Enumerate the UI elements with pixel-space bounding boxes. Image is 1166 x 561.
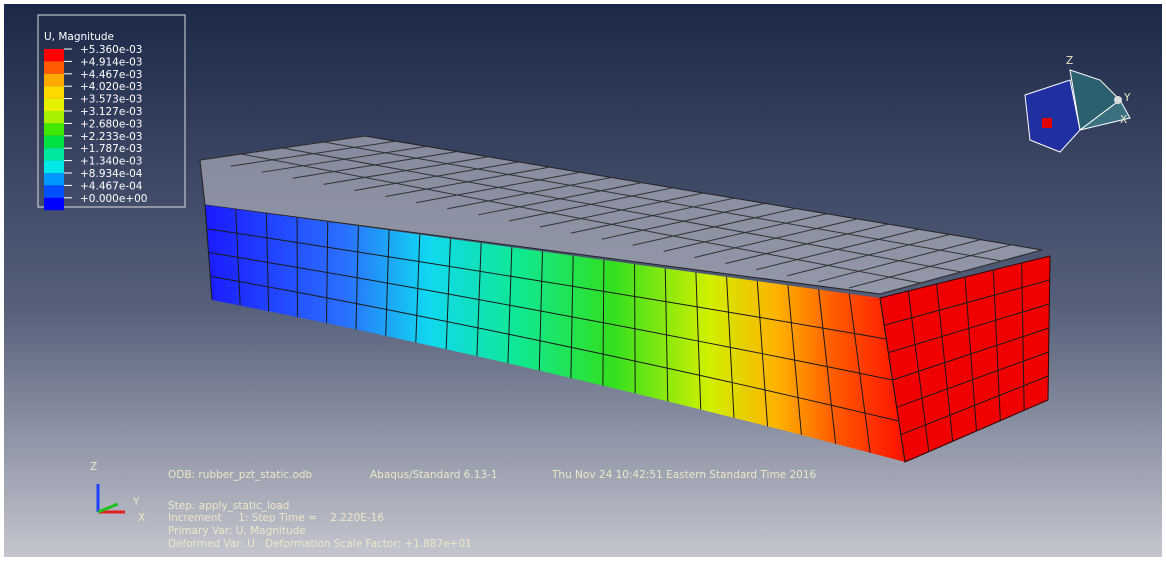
legend-swatch xyxy=(44,86,64,99)
legend-box xyxy=(37,14,186,208)
legend-label: +1.787e-03 xyxy=(80,143,142,155)
legend-label: +4.914e-03 xyxy=(80,56,142,68)
legend-label: +4.467e-04 xyxy=(80,180,143,192)
mesh-line xyxy=(208,252,893,381)
info-solver: Abaqus/Standard 6.13-1 xyxy=(370,469,498,481)
mesh xyxy=(199,135,1050,463)
legend-swatch xyxy=(44,73,64,87)
legend-label: +2.233e-03 xyxy=(80,131,142,143)
triad: Z Y X xyxy=(90,461,145,524)
legend-label: +5.360e-03 xyxy=(80,44,142,56)
mesh-line xyxy=(241,153,921,284)
triad-label: Y xyxy=(132,496,140,508)
legend-swatch xyxy=(44,49,64,62)
legend-label: +1.340e-03 xyxy=(80,156,142,168)
mesh-line xyxy=(896,351,1049,408)
legend-swatch xyxy=(44,197,64,211)
legend-swatch xyxy=(44,148,64,161)
legend-swatch xyxy=(44,98,64,111)
info-timestamp: Thu Nov 24 10:42:51 Eastern Standard Tim… xyxy=(551,469,817,481)
legend-label: +3.127e-03 xyxy=(80,106,142,118)
legend-label: +8.934e-04 xyxy=(80,168,143,180)
mesh-line xyxy=(892,327,1050,381)
info-deformed: Deformed Var: U Deformation Scale Factor… xyxy=(168,538,472,550)
legend-label: +4.467e-03 xyxy=(80,69,142,81)
legend-swatch xyxy=(44,61,64,74)
legend-swatch xyxy=(44,135,64,149)
mesh-line xyxy=(888,303,1050,354)
info-step: Step: apply_static_load xyxy=(168,500,289,512)
mesh-line xyxy=(282,147,962,273)
mesh-line xyxy=(900,375,1049,436)
mesh-line xyxy=(210,275,899,422)
info-increment: Increment 1: Step Time = 2.220E-16 xyxy=(168,512,384,524)
deformed-front-face xyxy=(205,205,905,462)
info-odb: ODB: rubber_pzt_static.odb xyxy=(168,469,313,481)
legend-swatch xyxy=(44,173,64,186)
legend-label: +4.020e-03 xyxy=(80,81,142,93)
legend-swatch xyxy=(44,123,64,136)
legend-swatch xyxy=(44,111,64,124)
info-primary: Primary Var: U, Magnitude xyxy=(168,525,306,537)
legend-swatch xyxy=(44,160,64,173)
legend-label: +0.000e+00 xyxy=(80,193,147,205)
legend-label: +3.573e-03 xyxy=(80,94,142,106)
triad-label: Z xyxy=(90,461,97,473)
legend-label: +2.680e-03 xyxy=(80,118,142,130)
legend-title: U, Magnitude xyxy=(44,31,114,43)
view-label: Y xyxy=(1123,92,1131,104)
view-label: X xyxy=(1120,114,1127,126)
triad-label: X xyxy=(138,512,145,524)
legend-swatch xyxy=(44,185,64,198)
view-cube: Z Y X xyxy=(1024,55,1131,153)
mesh-line xyxy=(323,141,1002,262)
mesh-line xyxy=(884,279,1050,326)
view-label: Z xyxy=(1066,55,1073,67)
mesh-line xyxy=(206,228,887,340)
legend: +5.360e-03+4.914e-03+4.467e-03+4.020e-03… xyxy=(44,44,147,211)
